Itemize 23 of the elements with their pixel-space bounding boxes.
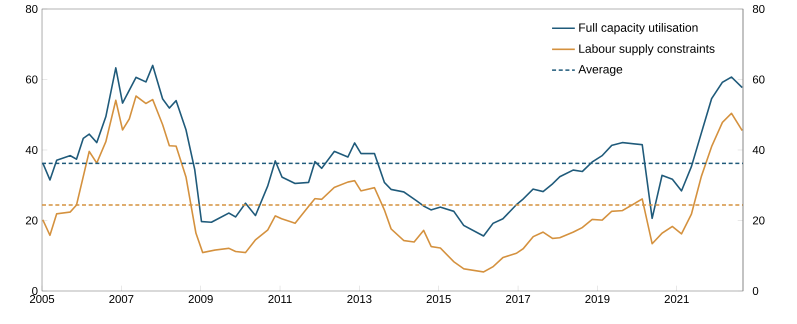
x-tick-label: 2009 [188,295,213,304]
legend-label: Full capacity utilisation [579,23,698,34]
y2-tick-label: 40 [752,146,765,154]
x-tick-label: 2011 [268,295,292,304]
line-series [42,95,743,273]
x-tick-label: 2005 [30,295,54,304]
y2-tick-label: 0 [752,286,758,295]
y-tick-label: 60 [26,75,38,84]
x-tick-label: 2007 [109,295,134,304]
legend-label: Average [578,65,622,76]
y2-tick-label: 80 [752,4,765,13]
legend-label: Labour supply constraints [579,44,715,56]
x-tick-label: 2017 [506,295,530,304]
x-tick-label: 2013 [347,295,372,304]
y-tick-label: 80 [26,4,38,13]
y2-tick-label: 20 [752,216,765,224]
y-tick-label: 40 [26,146,38,154]
x-tick-label: 2021 [664,295,689,304]
y-tick-label: 20 [26,216,38,224]
x-tick-label: 2015 [426,295,451,304]
y2-tick-label: 60 [752,75,765,84]
x-tick-label: 2019 [585,295,610,304]
y-tick-label: 0 [32,286,38,295]
